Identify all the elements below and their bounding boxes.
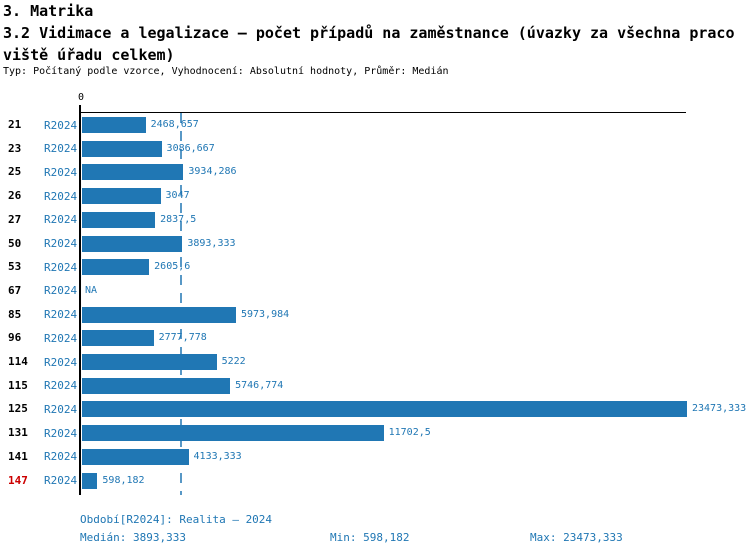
value-label: NA xyxy=(85,284,98,296)
axis-origin-label: 0 xyxy=(77,92,85,103)
bar xyxy=(82,448,189,465)
bar xyxy=(82,377,231,394)
period-label: R2024 xyxy=(44,308,78,322)
category-label: 25 xyxy=(8,165,22,179)
category-label: 23 xyxy=(8,141,22,155)
period-label: R2024 xyxy=(44,118,78,132)
bar xyxy=(82,472,98,489)
bar xyxy=(82,188,161,205)
category-label: 147 xyxy=(8,473,28,487)
period-label: R2024 xyxy=(44,379,78,393)
value-label: 2837,5 xyxy=(160,213,197,225)
chart-subtitle-line-1: 3.2 Vidimace a legalizace – počet případ… xyxy=(3,24,735,42)
period-label: R2024 xyxy=(44,142,78,156)
chart-meta-info: Typ: Počítaný podle vzorce, Vyhodnocení:… xyxy=(3,66,449,77)
value-label: 3047 xyxy=(165,190,190,202)
bar xyxy=(82,354,217,370)
category-label: 67 xyxy=(8,283,22,297)
value-label: 2777,778 xyxy=(158,332,207,344)
category-label: 125 xyxy=(8,402,28,416)
footer-median-stat: Medián: 3893,333 xyxy=(80,531,186,544)
period-label: R2024 xyxy=(44,426,78,440)
bar xyxy=(82,306,236,323)
value-label: 4133,333 xyxy=(193,450,242,462)
period-label: R2024 xyxy=(44,260,78,274)
footer-max-stat: Max: 23473,333 xyxy=(530,531,623,544)
category-label: 50 xyxy=(8,236,22,250)
value-label: 3086,667 xyxy=(166,142,215,154)
value-label: 5222 xyxy=(221,356,246,367)
period-label: R2024 xyxy=(44,474,78,487)
bar xyxy=(82,235,183,252)
bar xyxy=(82,211,156,228)
chart-subtitle-line-2: viště úřadu celkem) xyxy=(3,46,175,64)
category-label: 96 xyxy=(8,331,22,345)
footer-min-stat: Min: 598,182 xyxy=(330,531,410,544)
period-label: R2024 xyxy=(44,189,78,203)
value-label: 5746,774 xyxy=(235,379,284,391)
page-title: 3. Matrika xyxy=(3,2,94,20)
category-label: 131 xyxy=(8,426,28,440)
period-label: R2024 xyxy=(44,213,78,227)
period-label: R2024 xyxy=(44,331,78,345)
value-label: 598,182 xyxy=(102,474,145,486)
category-label: 53 xyxy=(8,260,22,274)
bar xyxy=(82,164,184,181)
value-label: 23473,333 xyxy=(692,403,747,415)
category-label: 85 xyxy=(8,307,22,321)
period-label: R2024 xyxy=(44,237,78,250)
x-axis-line xyxy=(81,112,686,113)
period-label: R2024 xyxy=(44,402,78,416)
category-label: 114 xyxy=(8,355,28,368)
category-label: 26 xyxy=(8,189,22,203)
period-label: R2024 xyxy=(44,284,78,298)
bar xyxy=(82,425,384,442)
value-label: 2468,657 xyxy=(150,119,199,130)
value-label: 3934,286 xyxy=(188,166,237,178)
value-label: 5973,984 xyxy=(240,308,290,320)
category-label: 141 xyxy=(8,449,28,463)
value-label: 3893,333 xyxy=(187,237,236,249)
period-label: R2024 xyxy=(44,355,78,369)
footer-period-line: Období[R2024]: Realita – 2024 xyxy=(80,513,273,526)
value-label: 2605,6 xyxy=(154,261,191,273)
bar xyxy=(82,117,146,133)
category-label: 21 xyxy=(8,118,22,131)
bar xyxy=(82,259,150,276)
category-label: 115 xyxy=(8,378,28,392)
period-label: R2024 xyxy=(44,165,78,179)
bar xyxy=(82,401,687,418)
category-label: 27 xyxy=(8,212,22,226)
bar xyxy=(82,140,162,157)
y-axis-line xyxy=(79,105,81,495)
value-label: 11702,5 xyxy=(388,427,431,439)
period-label: R2024 xyxy=(44,450,78,464)
bar xyxy=(82,330,154,347)
